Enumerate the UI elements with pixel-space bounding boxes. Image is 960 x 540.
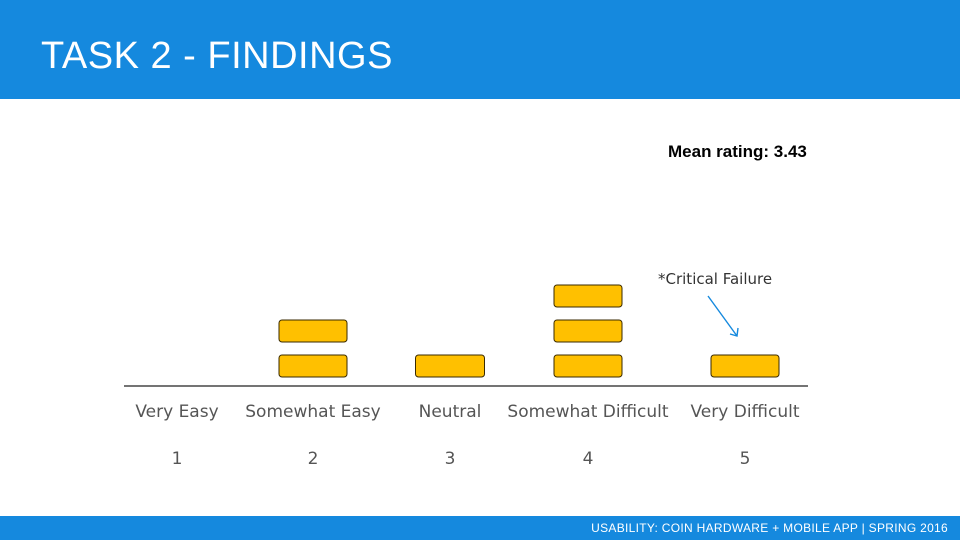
response-mark-4-3 — [553, 284, 623, 308]
response-mark-5-1 — [710, 354, 780, 378]
rating-number-label: 4 — [583, 449, 594, 469]
rating-number-label: 2 — [308, 449, 319, 469]
category-label: Somewhat Easy — [245, 402, 380, 422]
response-mark-2-2 — [278, 319, 348, 343]
mean-rating: Mean rating: 3.43 — [668, 142, 807, 161]
chart-labels: Very Easy Somewhat Easy Neutral Somewhat Di… — [135, 402, 799, 469]
category-label: Somewhat Difficult — [507, 402, 668, 422]
response-mark-3-1 — [415, 354, 485, 378]
critical-failure-annotation: *Critical Failure — [658, 270, 772, 288]
slide-title: TASK 2 - FINDINGS — [41, 35, 393, 77]
rating-number-label: 5 — [740, 449, 751, 469]
footer-bar: USABILITY: COIN HARDWARE + MOBILE APP | … — [0, 516, 960, 540]
rating-number-label: 1 — [172, 449, 183, 469]
chart-marks — [278, 284, 780, 378]
rating-number-label: 3 — [445, 449, 456, 469]
chart-annotations: *Critical Failure — [658, 270, 772, 337]
response-mark-2-1 — [278, 354, 348, 378]
response-mark-4-2 — [553, 319, 623, 343]
header-bar: TASK 2 - FINDINGS — [0, 0, 960, 99]
annotation-arrowhead — [729, 327, 739, 337]
footer-text: USABILITY: COIN HARDWARE + MOBILE APP | … — [591, 521, 948, 535]
annotation-arrow — [707, 295, 738, 337]
category-label: Very Difficult — [691, 402, 800, 422]
category-label: Neutral — [419, 402, 482, 422]
category-label: Very Easy — [135, 402, 218, 422]
response-mark-4-1 — [553, 354, 623, 378]
